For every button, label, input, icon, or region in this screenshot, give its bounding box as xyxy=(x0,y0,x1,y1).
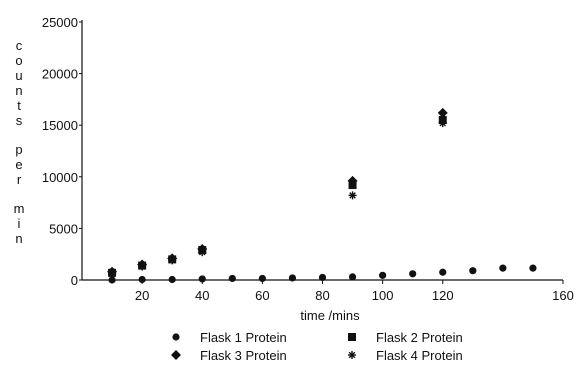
y-axis-label-letter: i xyxy=(18,216,21,231)
y-tick-label: 10000 xyxy=(42,170,78,185)
series-2 xyxy=(108,116,447,277)
x-tick-label: 20 xyxy=(135,288,149,303)
data-point xyxy=(529,264,537,272)
data-points xyxy=(107,107,537,284)
data-point xyxy=(379,271,387,279)
legend-label: Flask 4 Protein xyxy=(376,348,463,363)
y-tick-label: 0 xyxy=(71,273,78,288)
x-tick-label: 100 xyxy=(372,288,394,303)
legend-item: Flask 1 Protein xyxy=(172,330,287,345)
data-point xyxy=(439,268,447,276)
data-point xyxy=(258,274,266,283)
x-tick-label: 40 xyxy=(195,288,209,303)
legend-item: Flask 3 Protein xyxy=(171,348,287,363)
y-axis-label-letter: o xyxy=(15,53,22,68)
y-axis-label-letter: n xyxy=(15,231,22,246)
x-tick-label: 120 xyxy=(432,288,454,303)
legend-label: Flask 2 Protein xyxy=(376,330,463,345)
data-point xyxy=(348,273,357,281)
y-tick-label: 20000 xyxy=(42,67,78,82)
y-axis-label-letter: m xyxy=(14,201,25,216)
y-axis-label-letter: t xyxy=(17,98,21,113)
data-point xyxy=(437,107,448,118)
y-axis-label-letter: n xyxy=(15,83,22,98)
legend-marker xyxy=(172,333,180,341)
series-4 xyxy=(108,119,447,278)
data-point xyxy=(348,191,357,200)
data-point xyxy=(138,262,147,271)
data-point xyxy=(318,273,327,282)
data-point xyxy=(228,274,236,283)
y-axis-label-letter: p xyxy=(15,142,22,157)
legend: Flask 1 Protein Flask 2 Protein Flask 3 Pr… xyxy=(171,330,463,363)
series-1 xyxy=(108,264,537,284)
data-point xyxy=(168,256,177,265)
y-axis-label-letter: s xyxy=(16,113,23,128)
data-point xyxy=(499,264,507,272)
data-point xyxy=(108,269,117,278)
legend-marker xyxy=(348,351,356,359)
legend-item: Flask 2 Protein xyxy=(348,330,463,345)
legend-item: Flask 4 Protein xyxy=(348,348,463,363)
y-axis-label-letter: e xyxy=(15,157,22,172)
data-point xyxy=(469,267,477,275)
data-point xyxy=(438,119,447,128)
data-point xyxy=(108,276,116,284)
x-tick-label: 160 xyxy=(552,288,574,303)
x-axis-label: time /mins xyxy=(300,308,360,323)
x-tick-labels: 20 40 60 80 100 120 160 xyxy=(135,288,574,303)
y-axis-label-letter: c xyxy=(16,38,23,53)
x-tick-label: 80 xyxy=(315,288,329,303)
legend-label: Flask 1 Protein xyxy=(200,330,287,345)
data-point xyxy=(198,275,206,283)
y-tick-labels: 0 5000 10000 15000 20000 25000 xyxy=(42,15,78,288)
series-3 xyxy=(107,107,448,277)
y-axis-label-letter: r xyxy=(17,172,22,187)
y-tick-label: 5000 xyxy=(49,221,78,236)
data-point xyxy=(168,275,176,284)
y-tick-label: 25000 xyxy=(42,15,78,30)
data-point xyxy=(288,274,297,282)
data-point xyxy=(347,175,358,186)
x-tick-label: 60 xyxy=(255,288,269,303)
data-point xyxy=(198,248,207,257)
axes xyxy=(79,20,564,284)
legend-marker xyxy=(171,350,181,360)
legend-marker xyxy=(348,333,356,341)
y-axis-label-letter: u xyxy=(15,68,22,83)
legend-label: Flask 3 Protein xyxy=(200,348,287,363)
data-point xyxy=(409,270,417,278)
y-tick-label: 15000 xyxy=(42,118,78,133)
data-point xyxy=(138,275,146,284)
